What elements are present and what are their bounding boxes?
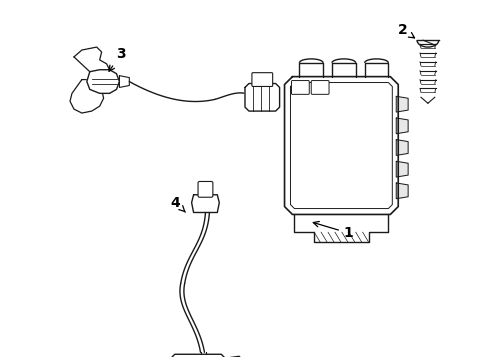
Polygon shape xyxy=(225,356,244,360)
Polygon shape xyxy=(74,47,109,80)
FancyBboxPatch shape xyxy=(251,73,272,86)
Polygon shape xyxy=(284,77,397,215)
Polygon shape xyxy=(70,80,103,113)
Polygon shape xyxy=(395,118,407,134)
Polygon shape xyxy=(119,76,129,87)
Polygon shape xyxy=(191,195,219,212)
Polygon shape xyxy=(294,215,387,242)
Text: 3: 3 xyxy=(109,47,126,71)
FancyBboxPatch shape xyxy=(310,81,328,94)
FancyBboxPatch shape xyxy=(198,181,212,197)
Polygon shape xyxy=(244,84,279,111)
Text: 2: 2 xyxy=(397,23,414,38)
Polygon shape xyxy=(87,70,119,93)
Text: 1: 1 xyxy=(313,221,353,240)
Polygon shape xyxy=(395,161,407,177)
Text: 4: 4 xyxy=(170,195,185,212)
Polygon shape xyxy=(395,183,407,199)
Polygon shape xyxy=(170,354,225,360)
FancyBboxPatch shape xyxy=(291,81,308,94)
Polygon shape xyxy=(395,140,407,156)
Polygon shape xyxy=(395,96,407,112)
